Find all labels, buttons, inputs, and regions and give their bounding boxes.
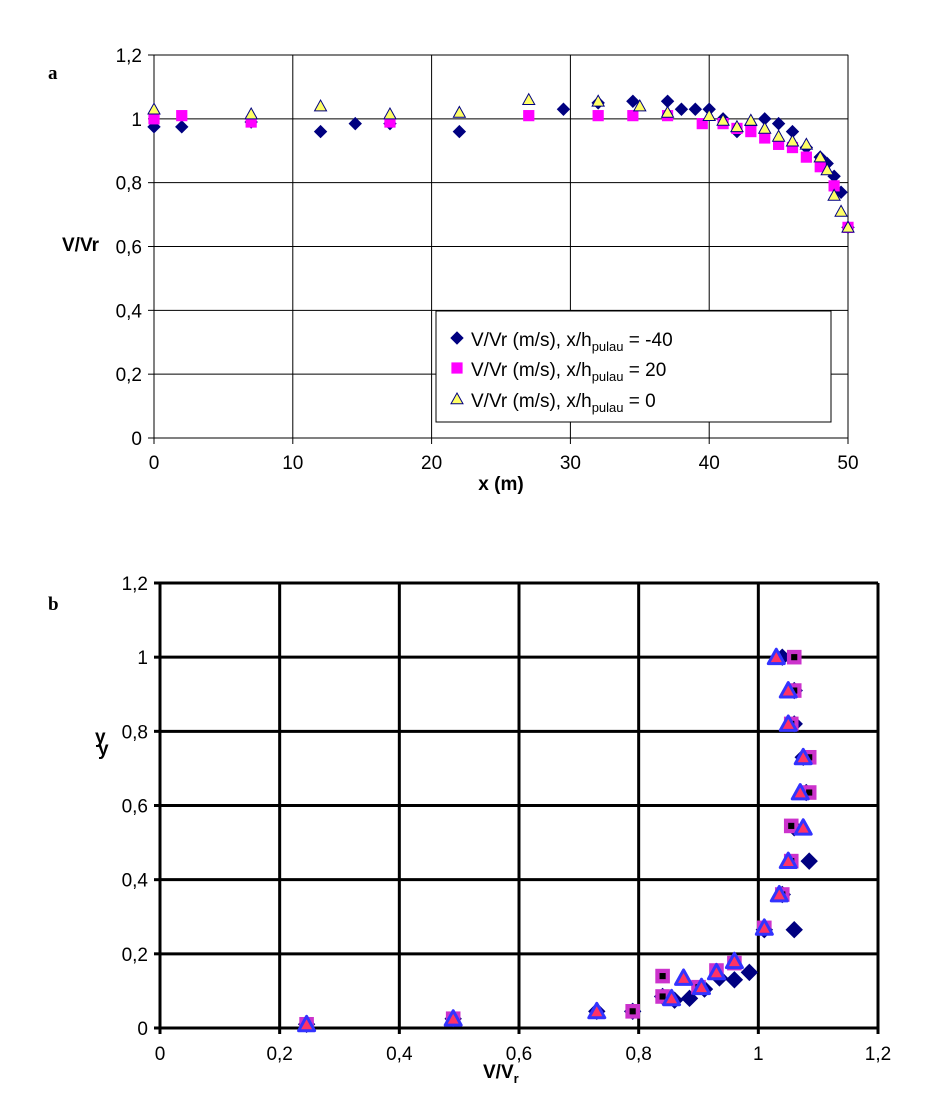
panel-a-x-axis-label: x (m) xyxy=(478,474,523,495)
panel-b-x-axis-label: V/Vr xyxy=(483,1062,519,1086)
y-tick-label-2: 0,4 xyxy=(122,871,149,892)
legend-entry-1-subscript: pulau xyxy=(592,339,624,354)
x-tick-label-4: 40 xyxy=(699,453,720,474)
x-tick-label-5: 50 xyxy=(837,453,858,474)
legend-entry-1-text: V/Vr (m/s), x/h xyxy=(471,330,592,351)
legend-entry-series-2: V/Vr (m/s), x/hpulau = 20 xyxy=(471,360,666,384)
panel-a-y-axis-label: V/Vr xyxy=(62,235,100,256)
x-tick-label-5: 1 xyxy=(753,1044,764,1065)
legend-entry-series-3: V/Vr (m/s), x/hpulau = 0 xyxy=(471,391,656,415)
point-s2-11-inner xyxy=(788,823,794,829)
panel-a: 0 0,2 0,4 0,6 0,8 1 1,2 0 10 20 30 40 50 a V/Vr x (m… xyxy=(48,46,859,495)
x-tick-label-2: 20 xyxy=(421,453,442,474)
y-tick-label-6: 1,2 xyxy=(116,46,142,67)
x-tick-label-1: 0,2 xyxy=(266,1044,292,1065)
y-tick-label-0: 0 xyxy=(137,1019,148,1040)
point-s2-15 xyxy=(801,152,811,162)
point-s2-4-inner xyxy=(660,973,666,979)
x-tick-label-1: 10 xyxy=(282,453,303,474)
point-s2-5 xyxy=(593,111,603,121)
legend-entry-2-value: = 20 xyxy=(624,360,667,381)
legend-entry-1-value: = -40 xyxy=(624,330,673,351)
y-tick-label-1: 0,2 xyxy=(116,365,142,386)
panel-a-legend: V/Vr (m/s), x/hpulau = -40 V/Vr (m/s), x… xyxy=(436,311,831,422)
legend-marker-square-icon xyxy=(452,363,462,373)
point-s2-0 xyxy=(149,114,159,124)
point-s2-3-inner xyxy=(660,993,666,999)
y-tick-label-6: 1,2 xyxy=(122,574,148,595)
y-tick-label-3: 0,6 xyxy=(116,238,142,259)
y-tick-label-5: 1 xyxy=(131,110,142,131)
legend-entry-3-text: V/Vr (m/s), x/h xyxy=(471,391,592,412)
x-tick-label-2: 0,4 xyxy=(386,1044,413,1065)
point-s2-16-inner xyxy=(791,654,797,660)
panel-b-x-axis-label-main: V/V xyxy=(483,1062,514,1083)
point-s2-12 xyxy=(760,133,770,143)
panel-b-y-axis-label-repeat: y xyxy=(98,739,109,760)
x-tick-label-6: 1,2 xyxy=(865,1044,891,1065)
legend-entry-2-subscript: pulau xyxy=(592,369,624,384)
x-tick-label-0: 0 xyxy=(155,1044,166,1065)
x-tick-label-3: 30 xyxy=(560,453,581,474)
legend-entry-2-text: V/Vr (m/s), x/h xyxy=(471,360,592,381)
y-tick-label-2: 0,4 xyxy=(116,301,143,322)
y-tick-label-3: 0,6 xyxy=(122,797,148,818)
x-tick-label-0: 0 xyxy=(149,453,160,474)
x-tick-label-4: 0,8 xyxy=(625,1044,651,1065)
legend-entry-3-value: = 0 xyxy=(624,391,656,412)
y-tick-label-0: 0 xyxy=(131,429,142,450)
panel-b: 00,20,40,60,811,20 0,2 0,4 0,6 0,8 1 1,2 b y y… xyxy=(48,574,891,1086)
panel-b-x-axis-label-sub: r xyxy=(514,1071,519,1086)
y-tick-label-4: 0,8 xyxy=(116,174,142,195)
panel-b-label: b xyxy=(48,594,59,615)
panel-a-label: a xyxy=(48,63,58,84)
point-s2-11 xyxy=(746,127,756,137)
legend-entry-series-1: V/Vr (m/s), x/hpulau = -40 xyxy=(471,330,673,354)
legend-entry-3-subscript: pulau xyxy=(592,400,624,415)
point-s2-2-inner xyxy=(630,1008,636,1014)
y-tick-label-5: 1 xyxy=(137,648,148,669)
y-tick-label-1: 0,2 xyxy=(122,945,148,966)
point-s2-1 xyxy=(177,111,187,121)
y-tick-label-4: 0,8 xyxy=(122,722,148,743)
point-s2-6 xyxy=(628,111,638,121)
point-s2-4 xyxy=(524,111,534,121)
